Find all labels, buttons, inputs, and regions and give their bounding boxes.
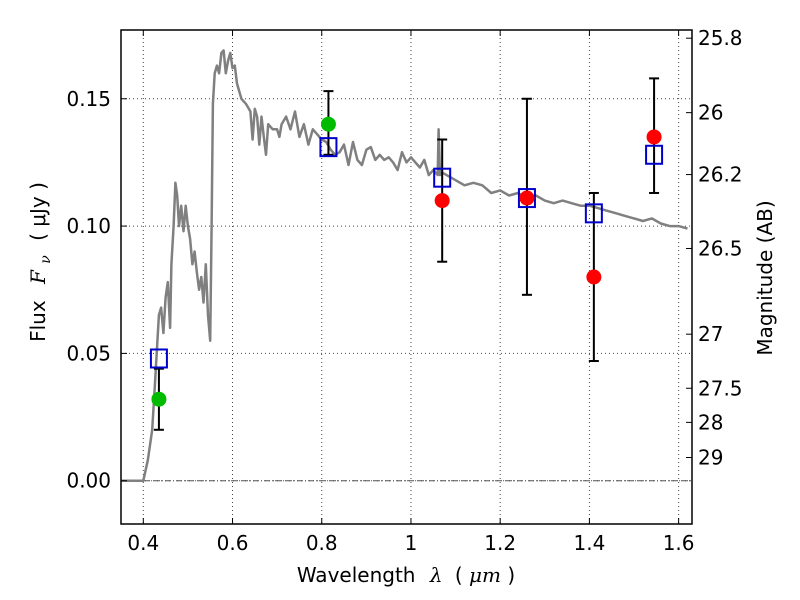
x-axis-label-text: Wavelength bbox=[297, 563, 416, 587]
detection-point-green bbox=[320, 116, 336, 132]
error-bars bbox=[153, 77, 660, 431]
detection-point-red bbox=[586, 269, 602, 285]
magnitude-tick-label: 27.5 bbox=[698, 376, 743, 400]
detection-points bbox=[151, 116, 662, 407]
model-photometry-square bbox=[517, 188, 536, 209]
magnitude-tick-label: 26 bbox=[698, 101, 723, 125]
magnitude-axis-label: Magnitude (AB) bbox=[753, 200, 777, 355]
model-photometry-square bbox=[645, 144, 664, 165]
magnitude-axis-ticks: 25.8 26 26.2 26.5 27 27.5 28 29 bbox=[686, 26, 743, 469]
model-spectrum-line bbox=[121, 49, 688, 482]
x-tick-label: 1 bbox=[405, 531, 418, 555]
x-axis-label-symbol: λ bbox=[429, 563, 443, 587]
x-axis-label-unit-close: ) bbox=[507, 563, 515, 587]
magnitude-tick-label: 26.2 bbox=[698, 163, 743, 187]
detection-point-red bbox=[519, 190, 535, 206]
y-axis-label-unit: ( μJy ) bbox=[26, 182, 50, 241]
magnitude-tick-label: 27 bbox=[698, 322, 723, 346]
x-axis-ticks: 0.4 0.6 0.8 1 1.2 1.4 1.6 bbox=[127, 30, 695, 555]
plot-frame bbox=[120, 29, 693, 525]
detection-point-red bbox=[434, 193, 450, 209]
detection-point-green bbox=[151, 391, 167, 407]
y-axis-label-symbol: F bbox=[26, 269, 50, 285]
y-axis-ticks: 0.00 0.05 0.10 0.15 bbox=[66, 87, 127, 493]
magnitude-tick-label: 28 bbox=[698, 410, 723, 434]
y-tick-label: 0.15 bbox=[66, 87, 111, 111]
x-tick-label: 1.6 bbox=[663, 531, 695, 555]
y-axis-label-subscript: ν bbox=[38, 255, 54, 264]
model-photometry-square bbox=[319, 137, 338, 158]
y-tick-label: 0.05 bbox=[66, 341, 111, 365]
detection-point-red bbox=[646, 129, 662, 145]
x-axis-label: Wavelength λ ( μm ) bbox=[297, 563, 515, 587]
x-axis-label-unit: μm bbox=[469, 563, 501, 587]
y-tick-label: 0.10 bbox=[66, 214, 111, 238]
magnitude-tick-label: 25.8 bbox=[698, 26, 743, 50]
model-photometry-square bbox=[433, 167, 452, 188]
y-axis-label: Flux F ν ( μJy ) bbox=[26, 182, 55, 342]
x-tick-label: 0.6 bbox=[217, 531, 249, 555]
x-tick-label: 1.4 bbox=[573, 531, 605, 555]
x-tick-label: 0.4 bbox=[127, 531, 159, 555]
x-axis-label-unit-open: ( bbox=[455, 563, 463, 587]
magnitude-tick-label: 26.5 bbox=[698, 236, 743, 260]
model-photometry-points bbox=[149, 137, 664, 369]
x-tick-label: 1.2 bbox=[484, 531, 516, 555]
y-tick-label: 0.00 bbox=[66, 469, 111, 493]
y-axis-label-text: Flux bbox=[26, 300, 50, 342]
x-tick-label: 0.8 bbox=[306, 531, 338, 555]
magnitude-tick-label: 29 bbox=[698, 445, 723, 469]
model-photometry-square bbox=[584, 203, 603, 224]
model-photometry-square bbox=[149, 348, 168, 369]
model-spectrum bbox=[121, 49, 688, 482]
